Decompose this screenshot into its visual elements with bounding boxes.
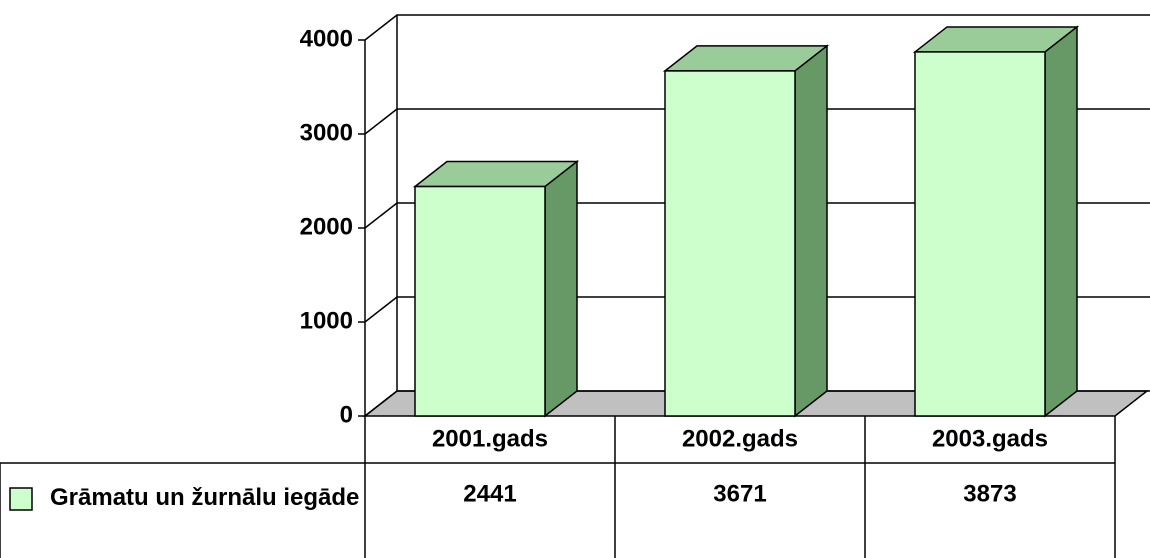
table-value: 2441 — [463, 480, 516, 507]
bar-side — [544, 160, 578, 418]
legend-label: Grāmatu un žurnālu iegāde — [50, 484, 360, 511]
grid-line — [364, 14, 1150, 41]
bar-side — [1044, 25, 1078, 418]
y-tick-label: 0 — [340, 401, 353, 428]
bar-side — [794, 44, 828, 418]
x-tick-label: 2002.gads — [682, 425, 798, 452]
y-tick-label: 4000 — [300, 25, 353, 52]
grid-line — [364, 296, 1150, 323]
x-tick-label: 2001.gads — [432, 425, 548, 452]
grid-line — [364, 202, 1150, 229]
x-tick-label: 2003.gads — [932, 425, 1048, 452]
bar — [914, 51, 1046, 417]
table-value: 3671 — [713, 480, 766, 507]
grid-line — [364, 108, 1150, 135]
grid-line — [364, 390, 1150, 417]
bar — [664, 70, 796, 417]
y-tick-label: 3000 — [300, 119, 353, 146]
bar — [414, 185, 546, 417]
y-tick-label: 1000 — [300, 307, 353, 334]
y-tick-label: 2000 — [300, 213, 353, 240]
legend-key — [9, 487, 33, 511]
table-value: 3873 — [963, 480, 1016, 507]
